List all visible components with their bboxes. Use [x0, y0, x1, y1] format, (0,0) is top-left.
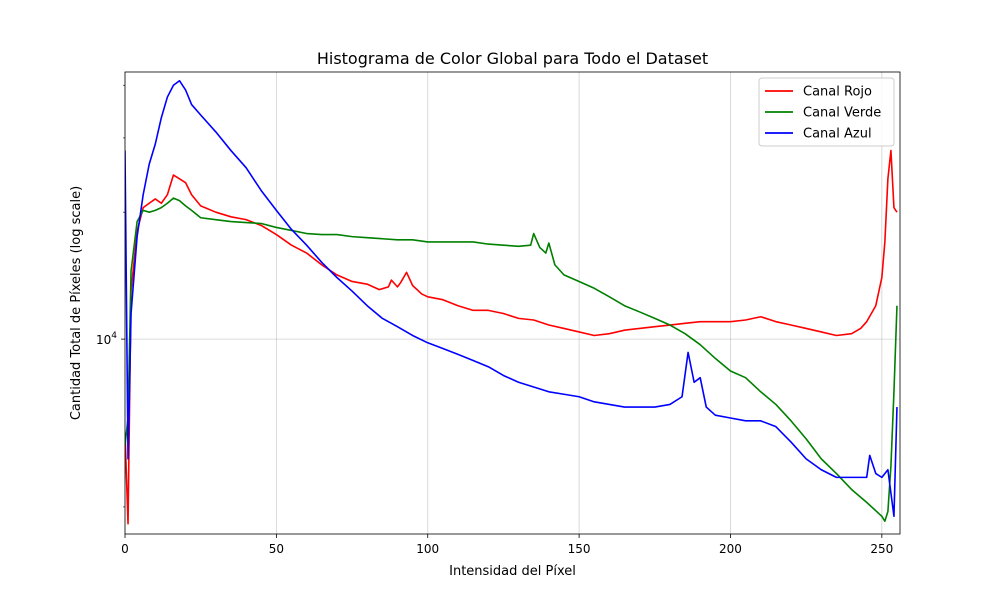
x-axis-label: Intensidad del Píxel [449, 564, 576, 579]
x-tick-label: 150 [568, 542, 591, 556]
legend-label: Canal Azul [803, 127, 872, 142]
x-tick-label: 250 [870, 542, 893, 556]
x-tick-label: 0 [121, 542, 129, 556]
x-tick-label: 200 [719, 542, 742, 556]
series-line-2 [125, 197, 898, 522]
axes-frame [124, 71, 901, 535]
y-tick-label: 104 [96, 331, 117, 347]
x-tick-label: 50 [269, 542, 284, 556]
series-line-3 [125, 79, 898, 518]
legend-box [758, 77, 895, 147]
legend-label: Canal Rojo [803, 85, 872, 100]
x-tick-label: 100 [416, 542, 439, 556]
plot-area [125, 79, 898, 525]
y-axis-ticks: 104 [96, 84, 125, 508]
series-line-1 [125, 149, 898, 525]
y-axis-label: Cantidad Total de Píxeles (log scale) [69, 186, 84, 420]
x-axis-ticks: 0 50 100 150 200 250 [121, 534, 893, 556]
chart-title: Histograma de Color Global para Todo el … [317, 49, 708, 68]
legend-label: Canal Verde [803, 106, 881, 121]
legend: Canal Rojo Canal Verde Canal Azul [758, 77, 895, 147]
